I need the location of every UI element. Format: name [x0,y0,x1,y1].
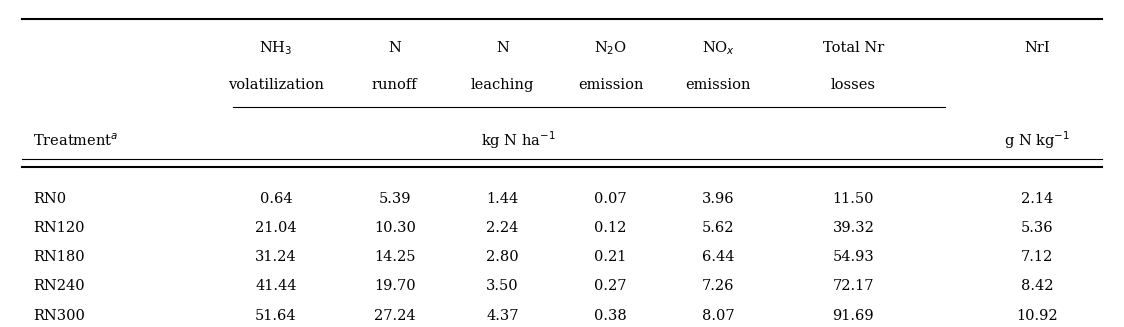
Text: RN180: RN180 [34,250,85,264]
Text: 39.32: 39.32 [833,221,874,235]
Text: volatilization: volatilization [228,78,324,92]
Text: 7.12: 7.12 [1021,250,1053,264]
Text: 19.70: 19.70 [374,280,416,293]
Text: 8.42: 8.42 [1021,280,1053,293]
Text: 54.93: 54.93 [833,250,874,264]
Text: 11.50: 11.50 [833,192,874,206]
Text: 2.80: 2.80 [487,250,519,264]
Text: 0.27: 0.27 [595,280,627,293]
Text: 7.26: 7.26 [702,280,735,293]
Text: Total Nr: Total Nr [823,41,883,55]
Text: NrI: NrI [1024,41,1050,55]
Text: 6.44: 6.44 [702,250,735,264]
Text: 21.04: 21.04 [255,221,297,235]
Text: N: N [388,41,401,55]
Text: 3.96: 3.96 [702,192,735,206]
Text: RN240: RN240 [34,280,85,293]
Text: 41.44: 41.44 [255,280,297,293]
Text: N$_2$O: N$_2$O [593,39,627,57]
Text: 27.24: 27.24 [374,309,416,323]
Text: 14.25: 14.25 [374,250,416,264]
Text: 0.07: 0.07 [595,192,627,206]
Text: 91.69: 91.69 [833,309,874,323]
Text: N: N [496,41,509,55]
Text: 5.62: 5.62 [702,221,735,235]
Text: 1.44: 1.44 [487,192,519,206]
Text: 10.30: 10.30 [374,221,416,235]
Text: emission: emission [686,78,751,92]
Text: Treatment$^a$: Treatment$^a$ [34,132,119,149]
Text: NH$_3$: NH$_3$ [260,39,292,57]
Text: 5.36: 5.36 [1021,221,1053,235]
Text: NO$_x$: NO$_x$ [701,39,735,57]
Text: 2.24: 2.24 [487,221,519,235]
Text: 8.07: 8.07 [702,309,735,323]
Text: leaching: leaching [471,78,534,92]
Text: 51.64: 51.64 [255,309,297,323]
Text: 0.64: 0.64 [260,192,292,206]
Text: 0.21: 0.21 [595,250,627,264]
Text: 72.17: 72.17 [833,280,874,293]
Text: g N kg$^{-1}$: g N kg$^{-1}$ [1004,129,1070,151]
Text: 0.12: 0.12 [595,221,627,235]
Text: 5.39: 5.39 [379,192,411,206]
Text: 2.14: 2.14 [1021,192,1053,206]
Text: 4.37: 4.37 [487,309,519,323]
Text: 3.50: 3.50 [487,280,519,293]
Text: kg N ha$^{-1}$: kg N ha$^{-1}$ [481,129,556,151]
Text: RN0: RN0 [34,192,66,206]
Text: 10.92: 10.92 [1016,309,1058,323]
Text: RN300: RN300 [34,309,85,323]
Text: 0.38: 0.38 [595,309,627,323]
Text: losses: losses [831,78,876,92]
Text: 31.24: 31.24 [255,250,297,264]
Text: RN120: RN120 [34,221,84,235]
Text: emission: emission [578,78,643,92]
Text: runoff: runoff [372,78,417,92]
